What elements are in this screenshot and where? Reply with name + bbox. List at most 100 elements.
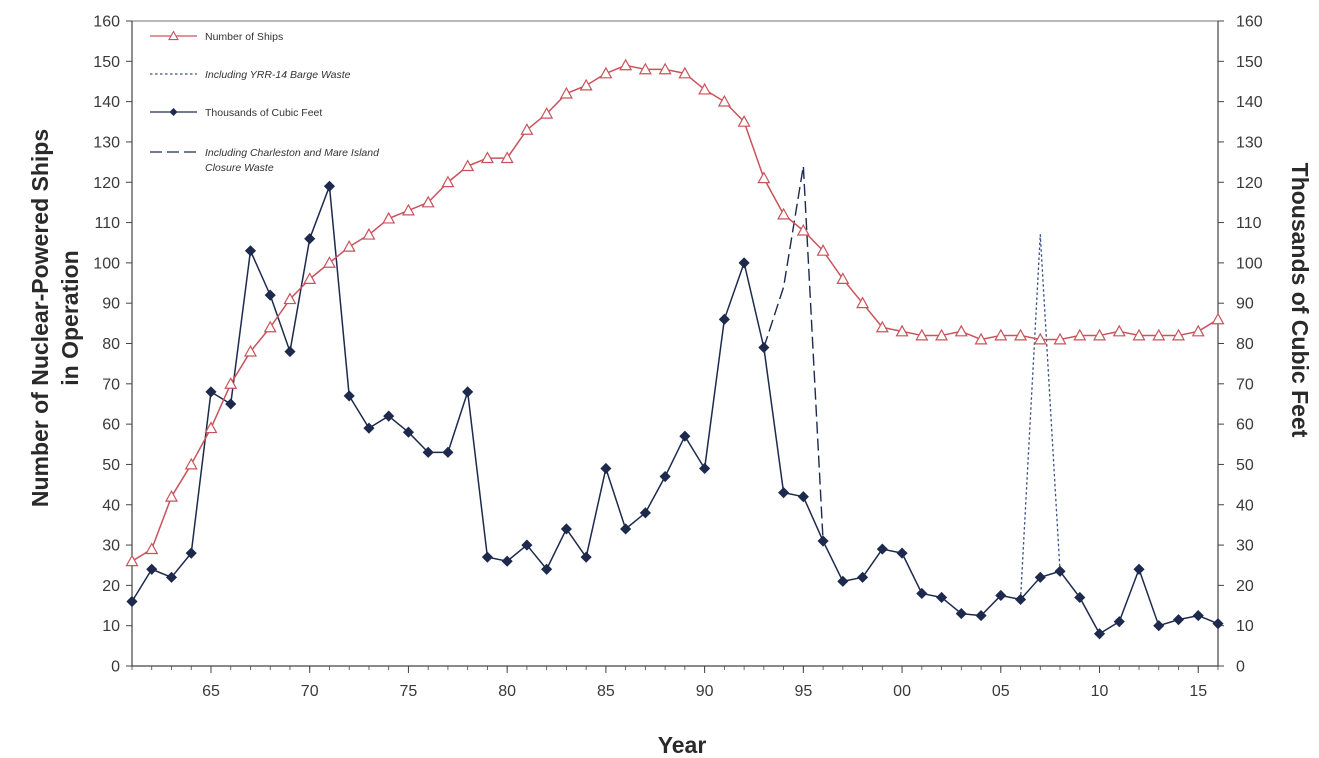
- cubic-feet-point: [521, 539, 533, 551]
- cubic-feet-point: [146, 563, 158, 575]
- ships-point: [836, 272, 850, 284]
- cubic-feet-point: [165, 571, 178, 583]
- ships-point: [480, 151, 494, 164]
- cubic-feet-point: [1113, 616, 1125, 628]
- ships-point: [757, 171, 771, 184]
- ships-point: [263, 320, 277, 333]
- ships-point: [283, 292, 297, 305]
- right-y-tick-label: 140: [1236, 94, 1263, 111]
- cubic-feet-point: [422, 446, 434, 458]
- ships-point: [1191, 324, 1205, 337]
- ships-point: [796, 223, 810, 236]
- ships-point: [224, 377, 238, 389]
- ships-point: [915, 328, 929, 341]
- cubic-feet-point: [659, 470, 671, 483]
- left-y-tick-label: 40: [102, 497, 120, 514]
- x-tick-label: 00: [893, 683, 911, 700]
- cubic-feet-point: [1093, 628, 1106, 640]
- left-y-axis-title: Number of Nuclear-Powered Ships: [27, 129, 53, 507]
- ships-point: [1093, 328, 1107, 341]
- left-y-tick-label: 90: [102, 296, 120, 313]
- ships-point: [322, 256, 336, 268]
- ships-point: [698, 82, 712, 95]
- legend-cubic-feet-label: Thousands of Cubic Feet: [205, 107, 322, 119]
- x-axis-title: Year: [658, 732, 707, 758]
- cubic-feet-point: [1074, 591, 1086, 604]
- ships-point: [204, 421, 218, 434]
- ships-point: [1152, 328, 1166, 341]
- x-tick-label: 80: [498, 683, 516, 700]
- left-y-axis-title-line2: in Operation: [57, 250, 83, 385]
- left-y-tick-label: 130: [93, 134, 120, 151]
- cubic-feet-point: [817, 535, 829, 547]
- right-y-tick-label: 40: [1236, 497, 1254, 514]
- cubic-feet-point: [580, 551, 592, 563]
- cubic-feet-point: [876, 543, 888, 555]
- cubic-feet-point: [679, 430, 691, 442]
- right-y-tick-label: 120: [1236, 175, 1263, 192]
- ships-point: [441, 175, 455, 188]
- ships-point: [243, 344, 257, 357]
- cubic-feet-point: [955, 608, 967, 620]
- ships-point: [737, 115, 751, 127]
- cubic-feet-point: [995, 589, 1007, 602]
- cubic-feet-point: [541, 563, 553, 575]
- cubic-feet-point: [244, 245, 257, 257]
- ships-point: [1171, 328, 1186, 341]
- ships-point: [461, 159, 475, 172]
- yrr14-barge-waste-line: [1019, 234, 1061, 600]
- cubic-feet-point: [797, 491, 809, 503]
- cubic-feet-point: [383, 410, 395, 422]
- cubic-feet-point: [363, 422, 375, 434]
- left-y-tick-label: 160: [93, 14, 120, 31]
- right-y-tick-label: 130: [1236, 134, 1263, 151]
- ships-point: [875, 320, 889, 333]
- left-y-tick-label: 70: [102, 376, 120, 393]
- ships-point: [342, 240, 356, 252]
- cubic-feet-point: [225, 398, 237, 410]
- cubic-feet-point: [837, 575, 849, 587]
- right-y-axis-title: Thousands of Cubic Feet: [1287, 163, 1313, 438]
- ships-point: [362, 227, 376, 240]
- ships-point: [1211, 312, 1225, 325]
- cubic-feet-point: [916, 587, 928, 600]
- ships-point: [303, 272, 317, 284]
- ships-point: [559, 86, 573, 99]
- cubic-feet-point: [402, 426, 415, 438]
- left-y-tick-label: 120: [93, 175, 120, 192]
- legend-ships-marker: [168, 30, 179, 41]
- right-y-tick-label: 150: [1236, 54, 1263, 71]
- ships-point: [125, 554, 139, 567]
- left-y-tick-label: 60: [102, 417, 120, 434]
- ships-point: [717, 94, 731, 107]
- legend-yrr14-label: Including YRR-14 Barge Waste: [205, 69, 351, 81]
- legend-closure-label: Including Charleston and Mare Island: [205, 147, 380, 159]
- right-y-tick-label: 100: [1236, 255, 1263, 272]
- x-tick-label: 75: [400, 683, 418, 700]
- left-y-tick-label: 140: [93, 94, 120, 111]
- cubic-feet-point: [304, 233, 316, 245]
- cubic-feet-point: [896, 547, 908, 559]
- cubic-feet-point: [1133, 563, 1145, 575]
- ships-point: [1053, 332, 1067, 345]
- ships-point: [164, 489, 179, 502]
- cubic-feet-point: [1034, 571, 1046, 583]
- cubic-feet-point: [126, 595, 138, 608]
- ships-point: [935, 328, 949, 341]
- right-y-tick-label: 20: [1236, 578, 1254, 595]
- right-y-axis: 0 10 20 30 40 50 60 70 80 90 100 110 120 130 140 150 160: [1218, 14, 1263, 676]
- ships-point: [421, 195, 435, 208]
- right-y-tick-label: 70: [1236, 376, 1254, 393]
- cubic-feet-point: [481, 551, 493, 563]
- legend: Number of Ships Including YRR-14 Barge Wa…: [150, 30, 380, 174]
- x-tick-label: 95: [794, 683, 812, 700]
- x-tick-label: 15: [1189, 683, 1207, 700]
- ships-point: [540, 106, 554, 119]
- x-axis: 65 70 75 80 85 90 95 00 05 10 15: [131, 666, 1219, 700]
- cubic-feet-point: [738, 257, 750, 269]
- ships-point: [816, 244, 830, 256]
- cubic-feet-point: [501, 555, 513, 567]
- ships-point: [954, 324, 968, 337]
- ships-point: [382, 211, 396, 224]
